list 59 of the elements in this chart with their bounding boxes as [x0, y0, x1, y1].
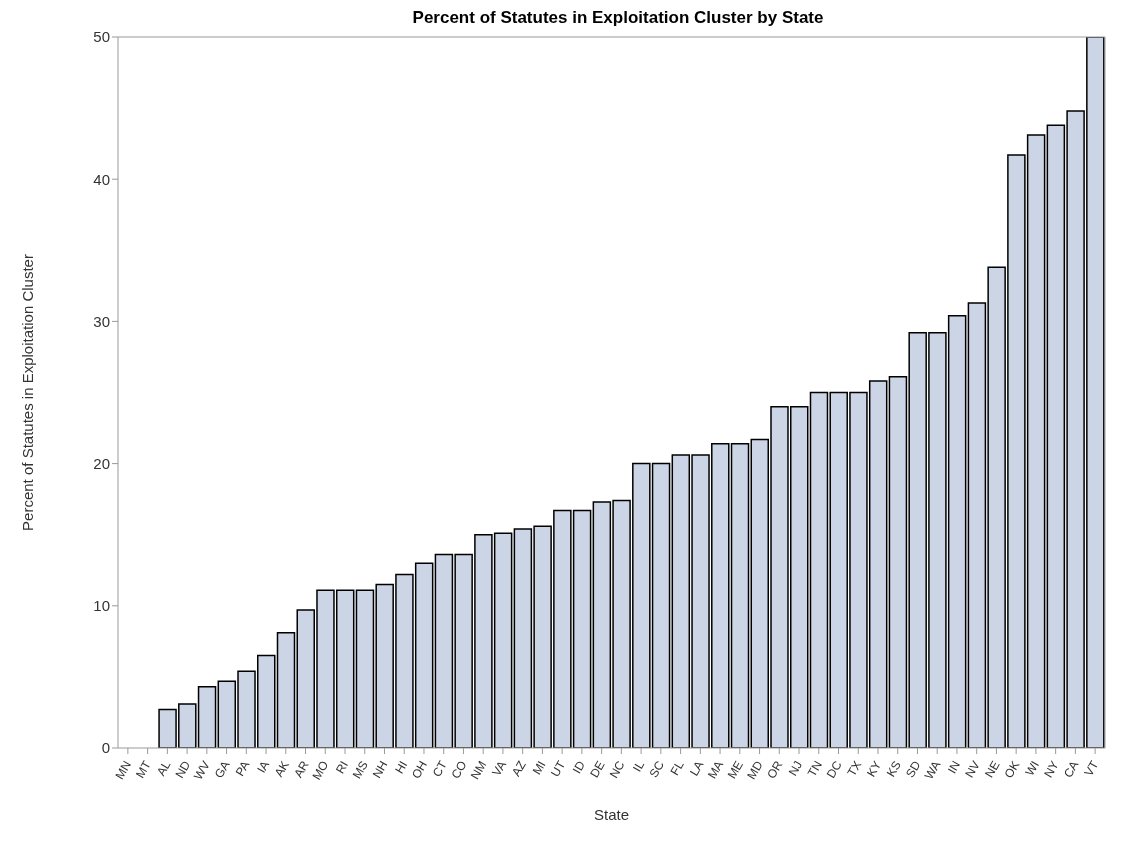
x-tick-label: NJ — [785, 758, 806, 779]
x-tick-label: VA — [489, 758, 509, 779]
y-tick-label: 0 — [101, 739, 110, 757]
x-tick-label: DE — [587, 758, 608, 780]
chart-title: Percent of Statutes in Exploitation Cluster by State — [411, 8, 825, 28]
y-tick-label: 10 — [93, 597, 110, 615]
x-tick-label: MT — [132, 757, 155, 781]
x-tick-label: SC — [646, 758, 668, 780]
x-tick-label: MD — [744, 758, 766, 782]
x-tick-label: IN — [944, 758, 964, 776]
x-tick-label: VT — [1081, 757, 1102, 779]
x-tick-label: HI — [392, 758, 411, 776]
x-tick-label: WA — [921, 758, 944, 782]
x-tick-label: OR — [764, 758, 786, 782]
x-tick-label: TN — [804, 758, 825, 780]
x-tick-label: SD — [903, 758, 924, 780]
x-tick-label: NY — [1041, 758, 1062, 780]
x-tick-label: CO — [448, 758, 470, 782]
x-tick-label: AR — [291, 758, 312, 780]
x-tick-label: AL — [153, 758, 174, 779]
x-tick-label: TX — [844, 758, 865, 779]
x-tick-label: KY — [863, 758, 885, 780]
x-tick-label: OH — [408, 758, 431, 782]
x-tick-label: CT — [429, 757, 451, 780]
x-tick-label: AK — [271, 758, 292, 780]
x-tick-label: KS — [883, 758, 904, 780]
x-tick-label: RI — [332, 758, 352, 776]
y-tick-label: 50 — [93, 28, 110, 46]
x-tick-label: ND — [172, 758, 194, 781]
x-tick-label: UT — [548, 757, 569, 780]
x-tick-label: MN — [112, 758, 134, 782]
x-tick-label: LA — [686, 758, 707, 779]
x-tick-label: NM — [467, 758, 490, 782]
x-tick-label: ID — [569, 758, 589, 776]
x-tick-label: AZ — [508, 758, 529, 779]
x-tick-label: MO — [309, 758, 332, 783]
x-tick-label: GA — [211, 758, 233, 781]
y-tick-label: 40 — [93, 170, 110, 188]
x-tick-label: WV — [191, 758, 213, 783]
x-tick-label: NH — [369, 758, 391, 781]
x-tick-label: CA — [1060, 758, 1082, 780]
x-tick-label: MI — [529, 758, 549, 778]
x-axis-title: State — [593, 806, 630, 823]
y-tick-label: 30 — [93, 312, 110, 330]
y-axis-title: Percent of Statutes in Exploitation Cluster — [19, 254, 37, 531]
x-tick-label: MS — [349, 758, 371, 782]
x-tick-label: MA — [705, 758, 727, 782]
x-tick-label: IA — [254, 758, 273, 776]
y-tick-label: 20 — [93, 454, 110, 472]
x-tick-label: NV — [962, 758, 983, 780]
x-tick-label: DC — [823, 758, 845, 781]
x-tick-label: WI — [1022, 758, 1042, 779]
x-tick-label: FL — [667, 758, 687, 778]
x-tick-label: OK — [1001, 758, 1023, 781]
x-tick-label: IL — [630, 758, 648, 775]
x-tick-label: NE — [982, 758, 1003, 780]
x-tick-label: PA — [232, 758, 253, 779]
x-tick-label: ME — [724, 758, 746, 782]
x-tick-label: NC — [606, 758, 628, 781]
